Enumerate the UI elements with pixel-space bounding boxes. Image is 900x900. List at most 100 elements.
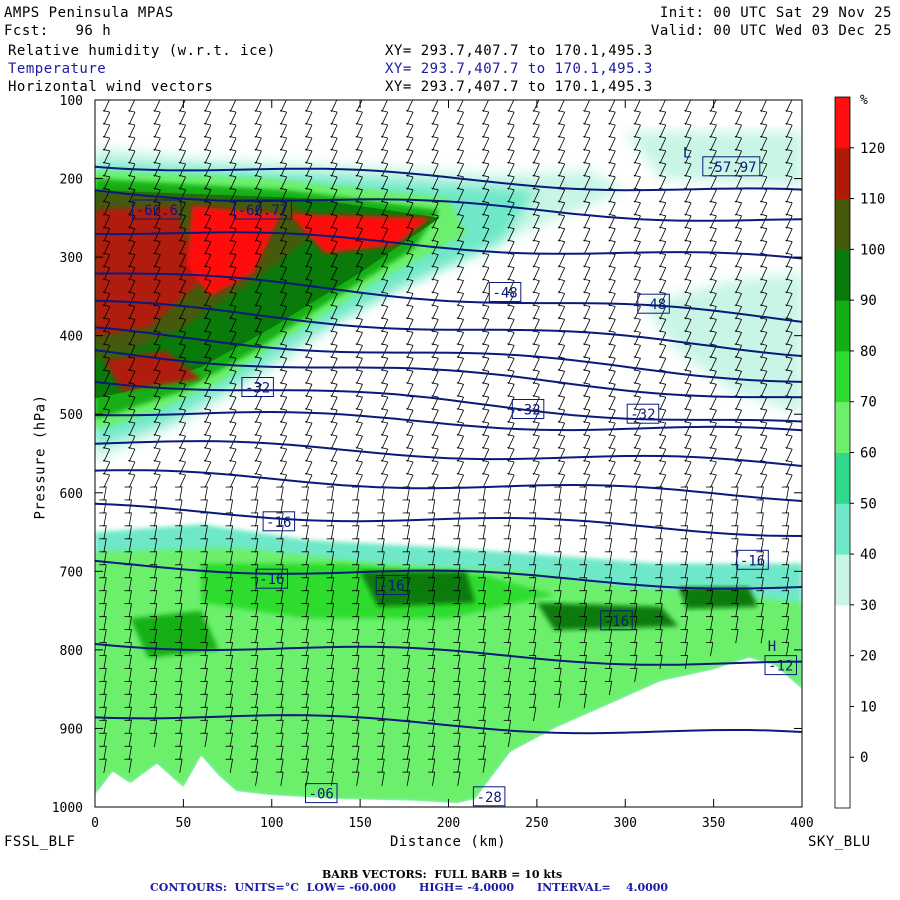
wind-barb (229, 100, 237, 112)
wind-barb (380, 123, 389, 138)
wind-barb (478, 616, 486, 631)
x-axis-title: Distance (km) (390, 834, 507, 850)
temperature-contour (95, 440, 802, 467)
wind-barb (279, 447, 288, 462)
wind-barb (305, 291, 313, 307)
wind-barb (276, 732, 284, 747)
wind-barb (305, 304, 313, 320)
x-tick-label: 200 (437, 816, 460, 831)
wind-barb (124, 629, 132, 644)
wind-barb (276, 706, 284, 722)
wind-barb (128, 187, 136, 203)
wind-barb (684, 100, 692, 112)
wind-barb (178, 408, 186, 424)
wind-barb (532, 447, 540, 462)
wind-barb (734, 239, 742, 255)
wind-barb (229, 239, 237, 255)
wind-barb (326, 642, 335, 657)
wind-barb (124, 642, 132, 657)
station-right: SKY_BLU (808, 834, 871, 850)
wind-barb (203, 200, 212, 216)
wind-barb (355, 239, 363, 255)
wind-barb (406, 395, 414, 411)
wind-barb (731, 538, 739, 553)
wind-barb (330, 382, 338, 398)
wind-barb (630, 654, 638, 670)
wind-barb (456, 382, 464, 398)
wind-barb (102, 239, 111, 255)
wind-barb (149, 719, 158, 734)
wind-barb (250, 771, 259, 786)
wind-barb (99, 758, 107, 773)
wind-barb (326, 719, 335, 734)
wind-barb (781, 564, 790, 579)
wind-barb (554, 564, 562, 579)
wind-barb (658, 174, 667, 190)
wind-barb (532, 161, 540, 177)
wind-barb (305, 174, 313, 190)
wind-barb (225, 629, 233, 644)
wind-barb (330, 317, 338, 333)
wind-barb (124, 758, 132, 773)
wind-barb (102, 330, 111, 346)
wind-barb (102, 395, 111, 411)
wind-barb (532, 148, 540, 164)
wind-barb (482, 291, 490, 307)
wind-barb (203, 408, 212, 424)
wind-barb (731, 525, 739, 540)
contour-label-text: H (768, 639, 776, 655)
wind-barb (630, 667, 638, 683)
wind-barb (279, 408, 288, 424)
wind-barb (254, 174, 262, 190)
wind-barb (351, 642, 360, 657)
wind-barb (532, 330, 540, 346)
wind-barb (557, 213, 566, 229)
wind-barb (579, 551, 587, 566)
contour-label: -48 (488, 282, 522, 302)
wind-barb (633, 369, 641, 385)
wind-barb (709, 434, 717, 449)
wind-barb (124, 693, 132, 709)
wind-barb (453, 512, 461, 527)
wind-barb (402, 629, 410, 644)
wind-barb (633, 395, 641, 411)
wind-barb (128, 123, 136, 138)
wind-barb (178, 330, 186, 346)
wind-barb (608, 304, 616, 320)
wind-barb (99, 680, 107, 696)
wind-barb (178, 148, 186, 164)
wind-barb (680, 525, 688, 540)
colorbar-swatch (835, 147, 850, 200)
wind-barb (431, 408, 439, 424)
wind-barb (175, 564, 183, 579)
wind-barb (276, 667, 284, 683)
wind-barb (453, 603, 461, 618)
wind-barb (99, 745, 107, 760)
wind-barb (557, 136, 566, 151)
wind-barb (254, 304, 262, 320)
wind-barb (655, 512, 663, 527)
wind-barb (305, 252, 313, 268)
wind-barb (630, 486, 638, 501)
temperature-contour (95, 559, 802, 590)
wind-barb (456, 356, 464, 372)
wind-barb (734, 278, 742, 294)
wind-barb (406, 421, 414, 436)
wind-barb (760, 110, 768, 125)
wind-barb (178, 395, 186, 411)
wind-barb (785, 136, 793, 151)
wind-barb (351, 629, 360, 644)
wind-barb (633, 447, 641, 462)
wind-barb (608, 174, 616, 190)
wind-barb (478, 745, 486, 760)
wind-barb (203, 148, 212, 164)
wind-barb (254, 447, 262, 462)
wind-barb (431, 369, 439, 385)
wind-barb (355, 278, 363, 294)
wind-barb (203, 369, 212, 385)
wind-barb (684, 200, 692, 216)
wind-barb (153, 447, 161, 462)
wind-barb (608, 460, 616, 475)
wind-barb (377, 745, 385, 760)
wind-barb (760, 123, 768, 138)
